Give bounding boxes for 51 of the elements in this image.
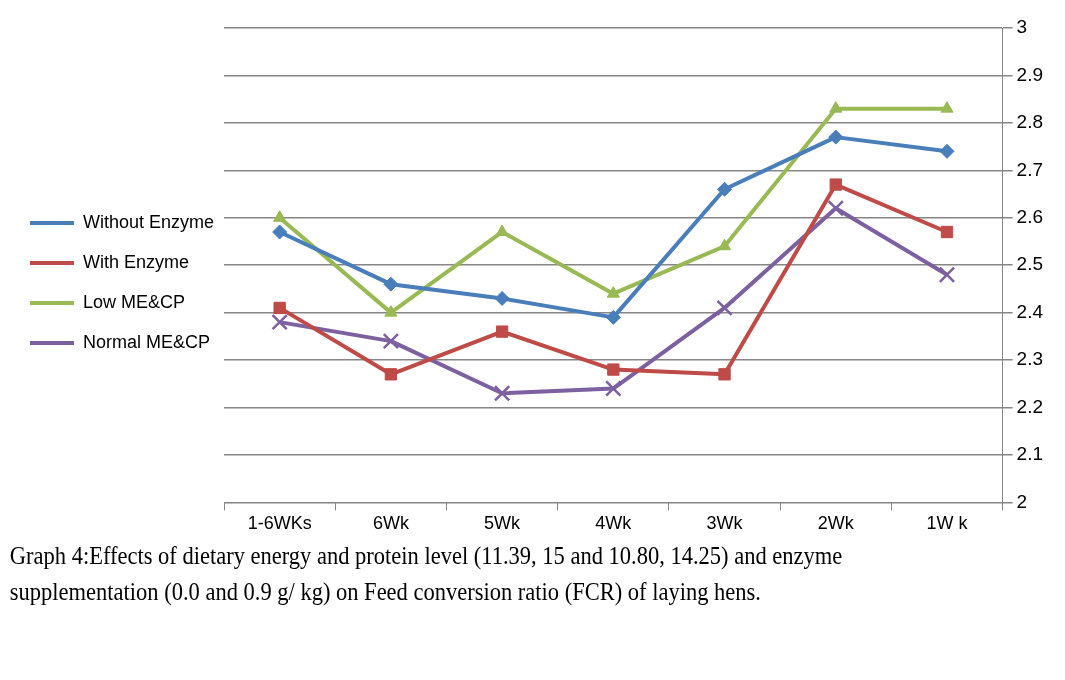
x-tick-label: 1-6WKs bbox=[247, 513, 312, 534]
point bbox=[829, 101, 843, 113]
legend-label: Normal ME&CP bbox=[83, 331, 211, 352]
x-tick-label: 5Wk bbox=[484, 513, 522, 534]
point bbox=[717, 181, 733, 197]
x-tick-label: 4Wk bbox=[595, 513, 633, 534]
caption: Graph 4:Effects of dietary energy and protein level (11.39, 15 and 10.80, 14.25) and enzyme supplementation (0.0 and 0.9 g/ kg) on Feed conversion ratio (FCR) of laying hens. bbox=[8, 541, 844, 608]
point bbox=[940, 101, 954, 113]
y-tick-label: 2 bbox=[1016, 490, 1028, 512]
y-tick-label: 2.1 bbox=[1016, 443, 1044, 465]
point bbox=[271, 313, 288, 331]
point bbox=[495, 325, 509, 338]
y-tick-label: 2.5 bbox=[1016, 253, 1044, 275]
point bbox=[827, 199, 845, 217]
point bbox=[606, 286, 620, 298]
y-tick-label: 2.9 bbox=[1016, 63, 1044, 85]
point bbox=[273, 210, 287, 222]
legend-label: Without Enzyme bbox=[83, 211, 215, 232]
point bbox=[382, 332, 400, 350]
point bbox=[605, 380, 622, 397]
x-tick-label: 3Wk bbox=[706, 513, 744, 534]
legend-label: Low ME&CP bbox=[83, 291, 186, 312]
x-tick-label: 2Wk bbox=[817, 513, 855, 534]
point bbox=[829, 178, 842, 191]
point bbox=[493, 384, 511, 402]
y-tick-label: 2.2 bbox=[1016, 395, 1044, 417]
point bbox=[384, 368, 398, 381]
y-tick-label: 2.7 bbox=[1016, 158, 1044, 180]
point bbox=[273, 301, 286, 315]
point bbox=[272, 224, 288, 240]
point bbox=[828, 129, 844, 145]
point bbox=[940, 225, 954, 239]
point bbox=[938, 266, 956, 284]
y-tick-label: 2.3 bbox=[1016, 348, 1044, 370]
y-tick-label: 2.4 bbox=[1016, 300, 1044, 322]
point bbox=[718, 368, 731, 381]
point bbox=[605, 309, 621, 325]
point bbox=[494, 290, 510, 306]
y-tick-label: 2.8 bbox=[1016, 111, 1044, 133]
x-tick-label: 6Wk bbox=[372, 513, 410, 534]
y-tick-label: 3 bbox=[1016, 16, 1028, 38]
point bbox=[495, 224, 509, 236]
point bbox=[716, 299, 733, 317]
legend-label: With Enzyme bbox=[83, 251, 190, 272]
x-tick-label: 1W k bbox=[926, 513, 969, 534]
y-tick-label: 2.6 bbox=[1016, 205, 1044, 227]
point bbox=[939, 143, 955, 159]
point bbox=[383, 276, 399, 292]
point bbox=[717, 238, 732, 251]
point bbox=[607, 363, 620, 376]
point bbox=[384, 305, 398, 317]
